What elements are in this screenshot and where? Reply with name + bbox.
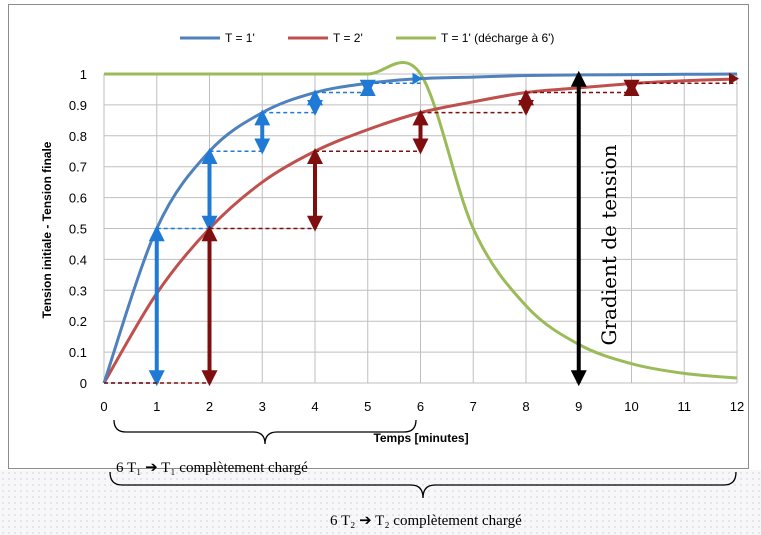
- red-step-arrowhead: [729, 72, 739, 85]
- y-tick-label: 0.9: [69, 98, 87, 113]
- y-tick-label: 0.2: [69, 314, 87, 329]
- caption-t2: 6 T₂ ➔ T₂ complètement chargé: [330, 513, 522, 529]
- legend-label: T = 2': [333, 31, 363, 45]
- x-tick-label: 4: [311, 399, 318, 414]
- x-tick-label: 6: [417, 399, 424, 414]
- brace-six-t2: [109, 471, 737, 499]
- y-tick-label: 0: [80, 376, 87, 391]
- legend-label: T = 1': [225, 31, 255, 45]
- background-pattern: [0, 470, 761, 535]
- x-tick-label: 12: [730, 399, 744, 414]
- x-tick-label: 10: [624, 399, 638, 414]
- x-tick-label: 9: [575, 399, 582, 414]
- y-tick-label: 0.6: [69, 191, 87, 206]
- y-tick-label: 1: [80, 67, 87, 82]
- y-axis-title: Tension initiale - Tension finale: [40, 141, 54, 318]
- braces: [109, 419, 737, 499]
- x-tick-label: 2: [206, 399, 213, 414]
- y-tick-label: 0.7: [69, 160, 87, 175]
- y-tick-label: 0.3: [69, 283, 87, 298]
- series-line-discharge: [104, 61, 738, 380]
- gradient-label: Gradient de tension: [597, 144, 621, 345]
- brace-six-t1: [113, 419, 417, 445]
- x-tick-label: 5: [364, 399, 371, 414]
- y-tick-label: 0.8: [69, 129, 87, 144]
- y-tick-label: 0.4: [69, 252, 87, 267]
- legend-label: T = 1' (décharge à 6'): [441, 31, 554, 45]
- x-tick-label: 8: [522, 399, 529, 414]
- legend: T = 1' T = 2' T = 1' (décharge à 6'): [180, 31, 554, 45]
- annotations: Gradient de tension: [104, 70, 739, 387]
- caption-t1: 6 T₁ ➔ T₁ complètement chargé: [116, 460, 308, 476]
- blue-step-arrowhead: [412, 72, 423, 85]
- x-axis-title: Temps [minutes]: [373, 431, 468, 445]
- x-tick-label: 1: [153, 399, 160, 414]
- x-tick-label: 7: [470, 399, 477, 414]
- y-tick-label: 0.1: [69, 345, 87, 360]
- y-tick-label: 0.5: [69, 222, 87, 237]
- series-line-t1: [102, 72, 738, 384]
- axes: 0 1 2 3 4 5 6 7 8 9 10 11 1200.10.20.30.40.50.60.70.…: [40, 67, 744, 445]
- x-tick-label: 3: [259, 399, 266, 414]
- x-tick-label: 0: [100, 399, 107, 414]
- x-tick-label: 11: [678, 399, 692, 414]
